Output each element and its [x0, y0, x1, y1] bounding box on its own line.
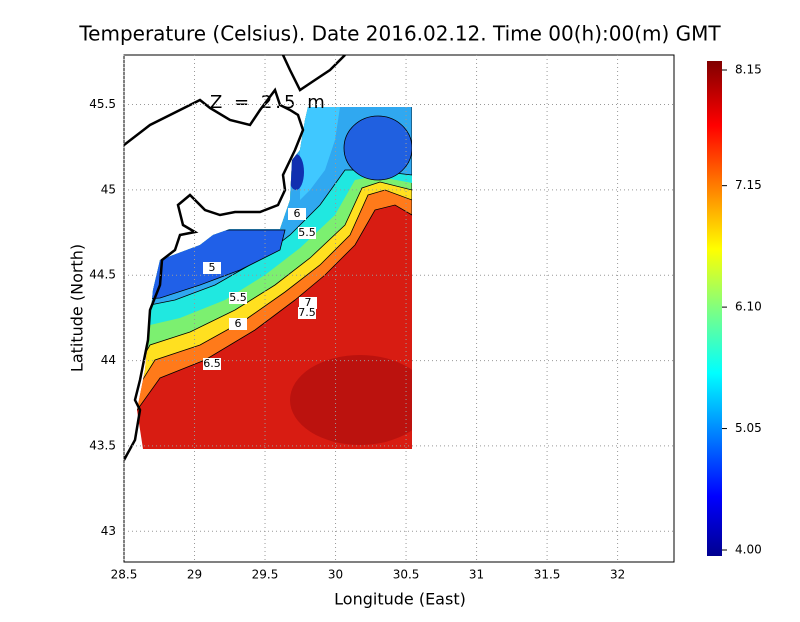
plot-frame — [123, 54, 675, 563]
colorbar — [707, 61, 722, 556]
y-tick-label: 44.5 — [89, 268, 116, 282]
chart-title: Temperature (Celsius). Date 2016.02.12. … — [78, 22, 721, 46]
contour-label: 5 — [209, 261, 216, 274]
colorbar-tick-label: 4.00 — [735, 543, 762, 557]
x-tick-label: 28.5 — [111, 568, 138, 582]
contour-label-bg — [203, 358, 221, 370]
x-tick-label: 29 — [187, 568, 202, 582]
x-tick-label: 29.5 — [252, 568, 279, 582]
depth-annotation: Z = 2.5 m — [210, 92, 328, 113]
contour-label: 6.5 — [203, 357, 221, 370]
contour-label: 7 — [305, 296, 312, 309]
contour-label: 5.5 — [298, 226, 316, 239]
y-tick-label: 43 — [101, 524, 116, 538]
contour-label-bg — [298, 307, 316, 319]
contour-label: 5.5 — [229, 291, 247, 304]
contour-label-bg — [229, 318, 247, 330]
colorbar-tick-label: 5.05 — [735, 421, 762, 435]
x-tick-label: 32 — [610, 568, 625, 582]
x-tick-label: 30.5 — [393, 568, 420, 582]
y-tick-label: 43.5 — [89, 438, 116, 452]
x-tick-label: 30 — [328, 568, 343, 582]
x-tick-label: 31 — [469, 568, 484, 582]
x-tick-label: 31.5 — [534, 568, 561, 582]
contour-label: 6 — [294, 207, 301, 220]
y-axis-label: Latitude (North) — [68, 244, 87, 372]
contour-label-bg — [299, 297, 317, 309]
x-axis-label: Longitude (East) — [334, 590, 466, 609]
y-tick-label: 44 — [101, 353, 116, 367]
contour-label-bg — [203, 262, 221, 274]
temperature-field — [137, 107, 412, 449]
contour-label: 7.5 — [298, 306, 316, 319]
contour-label: 6 — [235, 317, 242, 330]
contour-label-bg — [288, 208, 306, 220]
y-tick-label: 45.5 — [89, 97, 116, 111]
colorbar-tick-label: 6.10 — [735, 300, 762, 314]
colorbar-tick-label: 7.15 — [735, 178, 762, 192]
coastline — [124, 55, 346, 461]
colorbar-tick-label: 8.15 — [735, 63, 762, 77]
contour-label-bg — [298, 227, 316, 239]
y-tick-label: 45 — [101, 182, 116, 196]
contour-label-bg — [229, 292, 247, 304]
